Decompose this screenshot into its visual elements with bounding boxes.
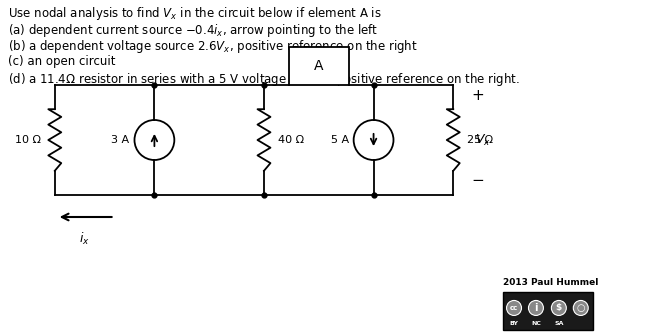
Text: (c) an open circuit: (c) an open circuit <box>8 55 116 67</box>
Text: NC: NC <box>531 321 541 326</box>
Bar <box>289 47 348 85</box>
Text: $i_x$: $i_x$ <box>79 231 90 247</box>
Text: cc: cc <box>510 305 518 311</box>
Text: BY: BY <box>509 321 519 326</box>
Text: i: i <box>534 303 538 313</box>
Text: $V_x$: $V_x$ <box>475 132 491 147</box>
Text: (a) dependent current source $-0.4i_x$, arrow pointing to the left: (a) dependent current source $-0.4i_x$, … <box>8 21 378 39</box>
Text: 5 A: 5 A <box>331 135 348 145</box>
Text: 3 A: 3 A <box>111 135 130 145</box>
Text: $: $ <box>556 304 562 313</box>
Text: (b) a dependent voltage source $2.6V_x$, positive reference on the right: (b) a dependent voltage source $2.6V_x$,… <box>8 38 418 55</box>
Text: 10 Ω: 10 Ω <box>15 135 41 145</box>
Bar <box>503 292 593 330</box>
Circle shape <box>551 300 567 316</box>
Text: 40 Ω: 40 Ω <box>278 135 304 145</box>
Text: Use nodal analysis to find $V_x$ in the circuit below if element A is: Use nodal analysis to find $V_x$ in the … <box>8 5 382 22</box>
Circle shape <box>529 300 543 316</box>
Text: ○: ○ <box>577 303 585 313</box>
Circle shape <box>507 300 521 316</box>
Text: SA: SA <box>554 321 564 326</box>
Text: −: − <box>471 173 484 188</box>
Text: (d) a 11.4$\Omega$ resistor in series with a 5 V voltage source, positive refere: (d) a 11.4$\Omega$ resistor in series wi… <box>8 71 519 88</box>
Text: 2013 Paul Hummel: 2013 Paul Hummel <box>503 278 598 287</box>
Circle shape <box>573 300 589 316</box>
Text: +: + <box>471 87 484 103</box>
Text: 25 Ω: 25 Ω <box>467 135 493 145</box>
Text: A: A <box>314 59 324 73</box>
